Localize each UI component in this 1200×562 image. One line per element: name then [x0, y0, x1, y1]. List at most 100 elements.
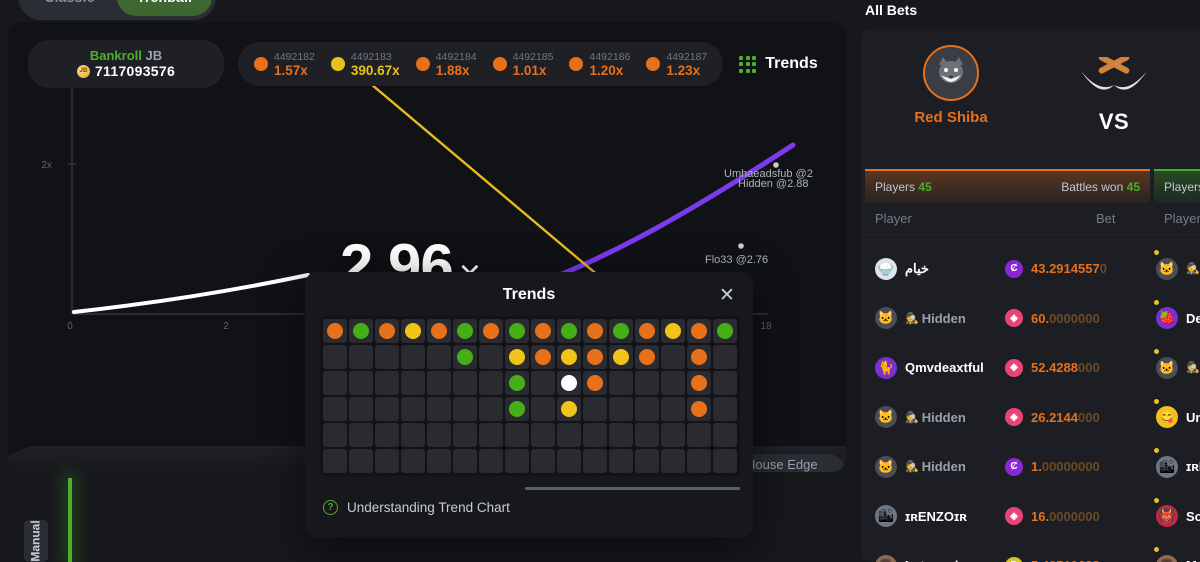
- trend-cell: [635, 345, 659, 369]
- trends-button[interactable]: Trends: [739, 55, 818, 73]
- status-dot-icon: [1154, 497, 1159, 503]
- trend-cell: [323, 319, 347, 343]
- trends-button-label: Trends: [765, 55, 818, 72]
- bankroll-amount: 7117093576: [94, 63, 176, 79]
- history-multiplier: 1.01x: [512, 63, 547, 78]
- team-left-stats: Players 45 Battles won 45: [865, 169, 1150, 203]
- trend-ball-green: [509, 375, 525, 391]
- bet-row[interactable]: 🏙 ɪʀEN: [1154, 442, 1200, 491]
- avatar: 👩: [875, 554, 897, 562]
- header-divider: [865, 234, 1200, 235]
- bet-row[interactable]: 🐱 🕵H: [1154, 343, 1200, 392]
- close-icon[interactable]: ✕: [719, 285, 735, 306]
- bet-row[interactable]: 🐱 🕵H: [1154, 244, 1200, 293]
- bet-row[interactable]: 👹 Soh: [1154, 492, 1200, 541]
- manual-tab[interactable]: Manual: [24, 520, 48, 562]
- clv-coin-icon: Ȼ: [1005, 259, 1023, 278]
- trend-ball-orange: [379, 323, 395, 339]
- trend-cell: [323, 345, 347, 369]
- column-header-bet: Bet: [1096, 211, 1116, 226]
- trend-ball-green: [613, 323, 629, 339]
- trend-cell: [453, 423, 477, 447]
- incognito-hat-icon: 🕵: [905, 411, 919, 424]
- history-item[interactable]: 4492182 1.57x: [254, 51, 315, 77]
- history-item[interactable]: 4492185 1.01x: [492, 51, 554, 78]
- player-name: ɪʀEN: [1186, 459, 1200, 474]
- trend-scroll-thumb[interactable]: [525, 487, 740, 490]
- bet-row[interactable]: 🏙 ɪʀENZOɪʀ ◈ 16.0000000: [875, 492, 1145, 541]
- trend-ball-green: [561, 323, 577, 339]
- trend-ball-orange: [691, 323, 707, 339]
- history-round-id: 4492184: [435, 51, 477, 63]
- trend-cell: [531, 423, 555, 447]
- avatar: 🍓: [1156, 307, 1178, 329]
- trend-cell: [453, 449, 477, 473]
- bet-amount: 43.29145570: [1031, 261, 1107, 276]
- history-item[interactable]: 4492184 1.88x: [415, 51, 477, 77]
- series-current-curve: [72, 273, 310, 314]
- bet-row[interactable]: 🐱 🕵 Hidden Ȼ 1.00000000: [875, 442, 1145, 491]
- status-dot-icon: [1154, 398, 1159, 404]
- avatar: 🏙: [1156, 455, 1178, 478]
- trend-cell: [557, 371, 581, 395]
- trend-ball-yellow: [561, 349, 577, 365]
- trend-cell: [635, 371, 659, 395]
- bankroll-widget[interactable]: Bankroll JB JB 7117093576: [28, 40, 224, 88]
- history-multiplier: 1.23x: [666, 63, 701, 78]
- trend-cell: [635, 423, 659, 447]
- bet-amount: 60.0000000: [1031, 310, 1100, 326]
- trend-cell: [349, 449, 373, 473]
- battle-card: Red Shiba VS Players 45: [861, 29, 1200, 562]
- annotation-flo33: Flo33 @2.76: [705, 254, 768, 266]
- trend-cell: [687, 397, 711, 421]
- trend-ball-orange: [535, 323, 551, 339]
- history-round-id: 4492185: [512, 51, 554, 63]
- trend-cell: [635, 397, 659, 421]
- incognito-hat-icon: 🕵: [1186, 263, 1200, 275]
- tab-classic[interactable]: Classic: [22, 0, 117, 16]
- bet-row[interactable]: 🐈 Qmvdeaxtful ◈ 52.4288000: [875, 343, 1145, 392]
- trend-cell: [713, 449, 737, 473]
- trend-cell: [375, 371, 399, 395]
- trend-ball-yellow: [665, 323, 681, 339]
- players-label-right: Players: [1164, 180, 1200, 194]
- game-topbar: Bankroll JB JB 7117093576 4492182 1.57x 44…: [28, 40, 818, 88]
- trends-modal-footer[interactable]: ? Understanding Trend Chart: [323, 500, 510, 515]
- bet-row[interactable]: 😋 Um: [1154, 393, 1200, 442]
- history-item[interactable]: 4492187 1.23x: [646, 51, 707, 77]
- bet-row[interactable]: 👩 Mac: [1154, 541, 1200, 562]
- history-item[interactable]: 4492183 390.67x: [330, 51, 400, 78]
- bet-row[interactable]: 🍚 خیام Ȼ 43.29145570: [875, 244, 1145, 293]
- trend-cell: [661, 345, 685, 369]
- trend-cell: [713, 423, 737, 447]
- tab-trenball[interactable]: Trenball: [117, 0, 212, 16]
- players-count-left: 45: [918, 180, 932, 194]
- trend-cell: [609, 345, 633, 369]
- bet-row[interactable]: 🍓 Dev: [1154, 294, 1200, 343]
- avatar: 😋: [1156, 406, 1178, 428]
- bet-amount: 5.48519628: [1031, 558, 1100, 562]
- bet-row[interactable]: 🐱 🕵 Hidden ◈ 26.2144000: [875, 393, 1145, 442]
- manual-tab-label: Manual: [29, 520, 43, 562]
- trend-ball-yellow: [613, 349, 629, 365]
- trend-cell: [609, 423, 633, 447]
- bet-amount: 16.0000000: [1031, 508, 1100, 524]
- bet-row[interactable]: 👩 Lat movie Ð 5.48519628: [875, 541, 1145, 562]
- grid-dots-icon: [739, 55, 757, 73]
- bet-row[interactable]: 🐱 🕵 Hidden ◈ 60.0000000: [875, 294, 1145, 343]
- understanding-trend-chart-link[interactable]: Understanding Trend Chart: [347, 500, 510, 515]
- trend-scrollbar[interactable]: [320, 487, 740, 490]
- trend-cell: [583, 397, 607, 421]
- history-item[interactable]: 4492186 1.20x: [569, 51, 630, 77]
- trend-cell: [713, 319, 737, 343]
- status-dot-icon: [1154, 547, 1159, 552]
- avatar: 🐱: [875, 455, 897, 478]
- battle-header: Red Shiba VS: [861, 39, 1200, 149]
- shiba-avatar-icon: [923, 45, 979, 101]
- avatar: 🍚: [875, 257, 897, 280]
- history-multiplier: 390.67x: [350, 63, 400, 78]
- incognito-hat-icon: 🕵: [905, 461, 919, 473]
- trend-cell: [479, 345, 503, 369]
- trend-cell: [427, 449, 451, 473]
- trend-grid-wrap[interactable]: [320, 316, 740, 476]
